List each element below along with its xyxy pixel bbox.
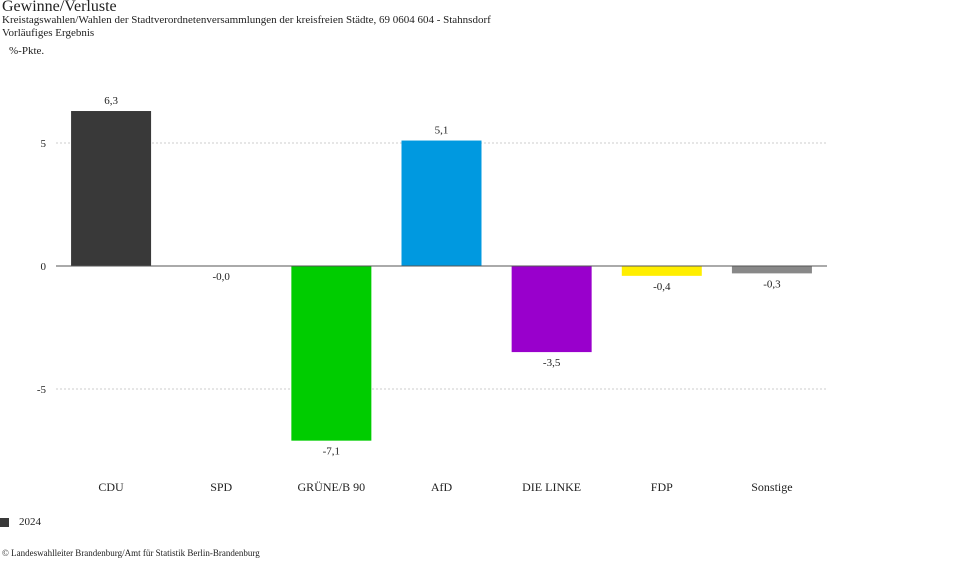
bar	[511, 266, 592, 353]
y-tick-label: -5	[37, 384, 47, 396]
data-label: 5,1	[435, 125, 449, 137]
data-label: -3,5	[543, 357, 561, 369]
y-tick-label: 0	[41, 261, 47, 273]
x-tick-label: GRÜNE/B 90	[298, 480, 366, 494]
data-label: -7,1	[323, 446, 340, 458]
data-label: -0,4	[653, 281, 671, 293]
bar	[291, 266, 372, 441]
result-status: Vorläufiges Ergebnis	[2, 27, 95, 39]
x-tick-label: SPD	[210, 480, 232, 494]
bar-chart: 5 0 -5 6,3 CDU -0,0 SPD -7,1 GRÜNE/B 90 5,1 AfD -3,…	[37, 95, 827, 494]
data-label: -0,0	[213, 271, 231, 283]
chart-title: Gewinne/Verluste	[2, 0, 117, 15]
legend: 2024	[0, 515, 41, 529]
bar	[731, 266, 812, 274]
x-tick-label: AfD	[431, 480, 453, 494]
x-tick-label: DIE LINKE	[522, 480, 581, 494]
data-label: 6,3	[104, 95, 118, 107]
x-tick-label: FDP	[651, 480, 673, 494]
y-tick-label: 5	[41, 138, 47, 150]
legend-label: 2024	[19, 516, 41, 528]
x-tick-label: CDU	[98, 480, 124, 494]
copyright-footer: © Landeswahlleiter Brandenburg/Amt für S…	[2, 548, 260, 558]
bar	[621, 266, 702, 276]
bar	[401, 140, 482, 266]
y-axis-unit: %-Pkte.	[9, 45, 45, 57]
data-label: -0,3	[763, 278, 781, 290]
legend-swatch	[0, 517, 9, 527]
chart-subtitle: Kreistagswahlen/Wahlen der Stadtverordne…	[2, 14, 491, 26]
x-tick-label: Sonstige	[751, 480, 792, 494]
bar	[71, 111, 152, 267]
